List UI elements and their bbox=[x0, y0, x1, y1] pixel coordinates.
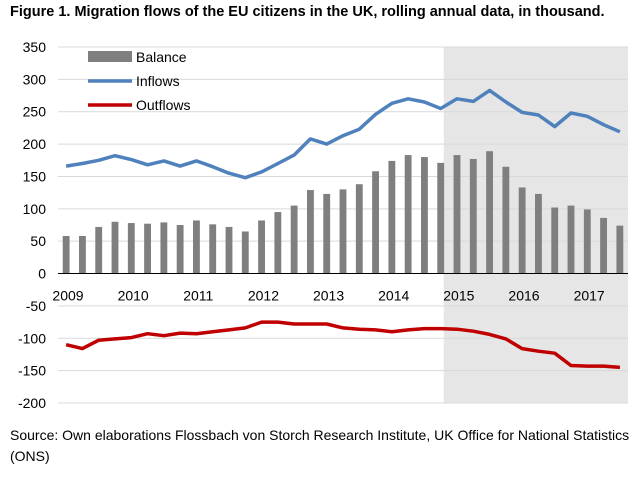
y-tick-label: 0 bbox=[38, 266, 46, 282]
gridlines bbox=[58, 46, 628, 404]
x-tick-label: 2012 bbox=[248, 288, 279, 304]
x-tick-label: 2010 bbox=[118, 288, 149, 304]
y-tick-label: 100 bbox=[23, 201, 47, 217]
y-tick-label: 50 bbox=[30, 233, 46, 249]
y-tick-label: -200 bbox=[18, 395, 46, 411]
x-tick-label: 2015 bbox=[443, 288, 474, 304]
chart: 350 300 250 200 150 100 50 0 -50 -100 -150 -200 200… bbox=[18, 39, 628, 411]
balance-bar bbox=[437, 162, 445, 274]
balance-bar bbox=[274, 212, 282, 274]
balance-bar bbox=[518, 187, 526, 274]
balance-bar bbox=[241, 231, 249, 274]
balance-bar bbox=[62, 236, 70, 274]
balance-bars bbox=[62, 151, 624, 274]
legend-label-outflows: Outflows bbox=[136, 97, 190, 113]
x-tick-label: 2014 bbox=[378, 288, 409, 304]
balance-bar bbox=[111, 221, 119, 274]
balance-bar bbox=[79, 236, 86, 274]
x-axis-ticks: 2009 2010 2011 2012 2013 2014 2015 2016 2017 bbox=[52, 288, 605, 304]
balance-bar bbox=[616, 225, 624, 274]
balance-bar bbox=[421, 157, 428, 274]
balance-bar bbox=[307, 190, 314, 274]
y-tick-label: 200 bbox=[23, 136, 47, 152]
y-tick-label: 350 bbox=[23, 39, 47, 55]
balance-bar bbox=[258, 220, 265, 274]
y-tick-label: -150 bbox=[18, 363, 46, 379]
balance-bar bbox=[567, 205, 575, 274]
balance-bar bbox=[127, 223, 135, 274]
balance-bar bbox=[583, 209, 591, 274]
y-axis-ticks: 350 300 250 200 150 100 50 0 -50 -100 -150 -200 bbox=[18, 39, 46, 411]
balance-bar bbox=[535, 193, 542, 274]
legend-label-balance: Balance bbox=[136, 49, 187, 65]
balance-bar bbox=[95, 226, 103, 274]
inflows-line bbox=[65, 88, 621, 180]
x-tick-label: 2009 bbox=[52, 288, 83, 304]
balance-bar bbox=[323, 193, 331, 274]
x-tick-label: 2013 bbox=[313, 288, 344, 304]
y-tick-label: 300 bbox=[23, 71, 47, 87]
balance-bar bbox=[339, 189, 347, 274]
x-tick-label: 2011 bbox=[183, 288, 213, 304]
balance-bar bbox=[551, 207, 559, 274]
balance-bar bbox=[502, 166, 510, 274]
balance-bar bbox=[193, 220, 200, 274]
balance-bar bbox=[404, 155, 412, 274]
balance-bar bbox=[209, 224, 217, 274]
balance-bar bbox=[469, 158, 477, 274]
x-tick-label: 2016 bbox=[508, 288, 539, 304]
legend-swatch-balance bbox=[88, 51, 132, 62]
balance-bar bbox=[453, 155, 461, 274]
outflows-line bbox=[65, 320, 621, 370]
balance-bar bbox=[290, 205, 298, 274]
balance-bar bbox=[160, 222, 168, 274]
balance-bar bbox=[225, 226, 233, 274]
source-note: Source: Own elaborations Flossbach von S… bbox=[10, 427, 630, 464]
y-tick-label: 150 bbox=[23, 168, 47, 184]
figure-title: Figure 1. Migration flows of the EU citi… bbox=[10, 4, 605, 20]
y-tick-label: -50 bbox=[26, 298, 46, 314]
balance-bar bbox=[176, 225, 184, 274]
y-tick-label: -100 bbox=[18, 330, 46, 346]
x-tick-label: 2017 bbox=[574, 288, 605, 304]
balance-bar bbox=[600, 217, 607, 274]
y-tick-label: 250 bbox=[23, 104, 47, 120]
legend-label-inflows: Inflows bbox=[136, 73, 180, 89]
legend: Balance Inflows Outflows bbox=[88, 49, 190, 113]
balance-bar bbox=[388, 160, 396, 274]
balance-bar bbox=[372, 171, 379, 274]
balance-bar bbox=[144, 223, 151, 274]
balance-bar bbox=[486, 151, 493, 274]
balance-bar bbox=[355, 184, 363, 274]
